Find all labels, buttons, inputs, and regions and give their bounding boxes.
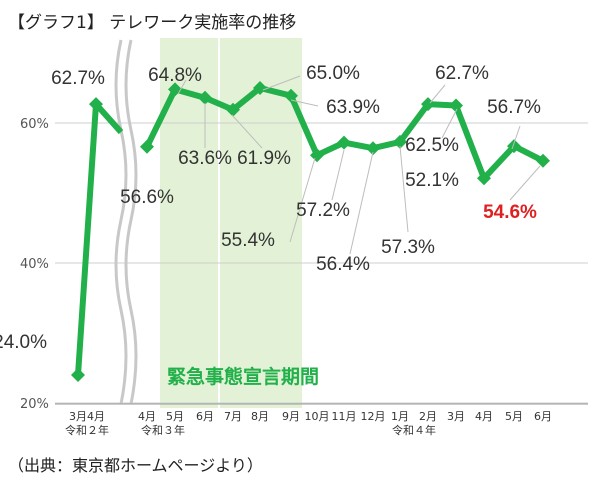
data-label: 62.7% [435, 63, 489, 84]
data-label: 56.7% [487, 97, 541, 118]
axis-break-line-2 [124, 39, 138, 405]
data-label: 61.9% [237, 148, 291, 169]
data-label: 63.9% [326, 97, 380, 118]
data-point [366, 141, 380, 156]
x-tick-label: 8月 [251, 410, 269, 423]
data-point [284, 88, 298, 103]
data-label: 54.6% [483, 202, 537, 223]
x-tick-label: 6月 [534, 410, 552, 423]
data-label: 62.7% [51, 68, 105, 89]
data-point [198, 90, 212, 105]
series-line-segment-1 [75, 101, 124, 376]
leader-line [331, 149, 345, 201]
leader-line [349, 151, 374, 255]
x-tick-label: 12月 [361, 410, 386, 423]
leader-line [509, 165, 541, 201]
data-point [507, 139, 521, 154]
leader-line [290, 99, 319, 107]
x-tick-label: 2月 [419, 410, 437, 423]
y-tick-label: 40% [20, 257, 49, 272]
data-point [337, 135, 351, 150]
era-label: 令和２年 [65, 423, 109, 437]
x-tick-label: 4月 [87, 410, 105, 423]
data-point [393, 134, 407, 149]
x-tick-label: 3月 [447, 410, 465, 423]
data-point [449, 98, 463, 113]
x-tick-label: 7月 [224, 410, 242, 423]
leader-line [262, 75, 301, 91]
leader-line [429, 84, 446, 104]
line-chart: 緊急事態宣言期間 20% 40% 60% 24.0% 62.7% 56.6% 64.8% 6… [0, 38, 588, 437]
data-label: 24.0% [0, 332, 47, 353]
data-label: 57.3% [381, 237, 435, 258]
x-tick-label: 5月 [166, 410, 184, 423]
data-point [253, 81, 267, 95]
source-note: （出典：東京都ホームページより） [8, 456, 263, 475]
data-point [310, 148, 324, 163]
x-tick-label: 9月 [282, 410, 300, 423]
era-label: 令和３年 [141, 423, 185, 437]
chart-title: 【グラフ1】 テレワーク実施率の推移 [8, 13, 297, 33]
data-point [71, 368, 85, 382]
data-point [140, 139, 154, 154]
data-point [89, 97, 103, 112]
x-tick-label: 6月 [196, 410, 214, 423]
data-point [226, 102, 240, 117]
x-tick-label: 3月 [69, 410, 87, 423]
x-tick-label: 4月 [475, 410, 493, 423]
data-label: 55.4% [221, 230, 275, 251]
x-tick-label: 5月 [505, 410, 523, 423]
data-label: 56.6% [120, 187, 174, 208]
axis-break-line-1 [114, 39, 128, 405]
data-label: 56.4% [316, 254, 370, 275]
data-label: 62.5% [405, 135, 459, 156]
leader-line [289, 157, 316, 243]
data-label: 63.6% [178, 148, 232, 169]
leader-line [441, 108, 458, 139]
data-label: 65.0% [306, 63, 360, 84]
x-tick-label: 4月 [138, 410, 156, 423]
y-tick-label: 20% [20, 397, 49, 412]
leader-line [231, 114, 263, 149]
x-tick-label: 11月 [332, 410, 357, 423]
leader-line [511, 125, 521, 150]
data-label: 64.8% [148, 65, 202, 86]
data-point [477, 171, 491, 186]
y-tick-label: 60% [20, 117, 49, 132]
x-tick-label: 1月 [391, 410, 409, 423]
emergency-period-label: 緊急事態宣言期間 [167, 365, 319, 388]
leader-line [177, 79, 187, 95]
era-label: 令和４年 [392, 423, 436, 437]
leader-line [399, 145, 409, 233]
x-tick-label: 10月 [305, 410, 330, 423]
data-point [536, 153, 550, 168]
data-label: 52.1% [405, 170, 459, 191]
data-label: 57.2% [296, 200, 350, 221]
